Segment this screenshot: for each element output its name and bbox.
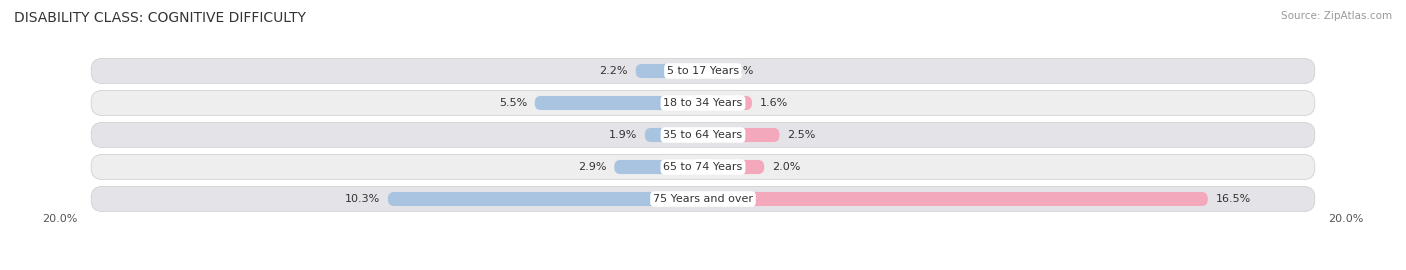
FancyBboxPatch shape (703, 96, 752, 110)
FancyBboxPatch shape (91, 59, 1315, 83)
Text: 2.0%: 2.0% (772, 162, 800, 172)
FancyBboxPatch shape (636, 64, 703, 78)
FancyBboxPatch shape (91, 90, 1315, 116)
Text: 10.3%: 10.3% (344, 194, 380, 204)
Text: 75 Years and over: 75 Years and over (652, 194, 754, 204)
FancyBboxPatch shape (614, 160, 703, 174)
FancyBboxPatch shape (703, 192, 1208, 206)
FancyBboxPatch shape (703, 160, 765, 174)
Text: 35 to 64 Years: 35 to 64 Years (664, 130, 742, 140)
FancyBboxPatch shape (91, 123, 1315, 147)
FancyBboxPatch shape (91, 154, 1315, 180)
FancyBboxPatch shape (388, 192, 703, 206)
Text: 65 to 74 Years: 65 to 74 Years (664, 162, 742, 172)
Text: Source: ZipAtlas.com: Source: ZipAtlas.com (1281, 11, 1392, 21)
Text: 1.9%: 1.9% (609, 130, 637, 140)
FancyBboxPatch shape (703, 128, 779, 142)
Text: 2.2%: 2.2% (599, 66, 628, 76)
Text: 20.0%: 20.0% (42, 214, 77, 224)
Text: 0.26%: 0.26% (718, 66, 754, 76)
Text: 2.9%: 2.9% (578, 162, 606, 172)
FancyBboxPatch shape (645, 128, 703, 142)
FancyBboxPatch shape (534, 96, 703, 110)
Text: 16.5%: 16.5% (1215, 194, 1251, 204)
Text: DISABILITY CLASS: COGNITIVE DIFFICULTY: DISABILITY CLASS: COGNITIVE DIFFICULTY (14, 11, 307, 25)
Text: 5 to 17 Years: 5 to 17 Years (666, 66, 740, 76)
Text: 2.5%: 2.5% (787, 130, 815, 140)
Text: 1.6%: 1.6% (759, 98, 787, 108)
Text: 5.5%: 5.5% (499, 98, 527, 108)
FancyBboxPatch shape (91, 187, 1315, 211)
Text: 20.0%: 20.0% (1329, 214, 1364, 224)
Text: 18 to 34 Years: 18 to 34 Years (664, 98, 742, 108)
FancyBboxPatch shape (703, 64, 711, 78)
